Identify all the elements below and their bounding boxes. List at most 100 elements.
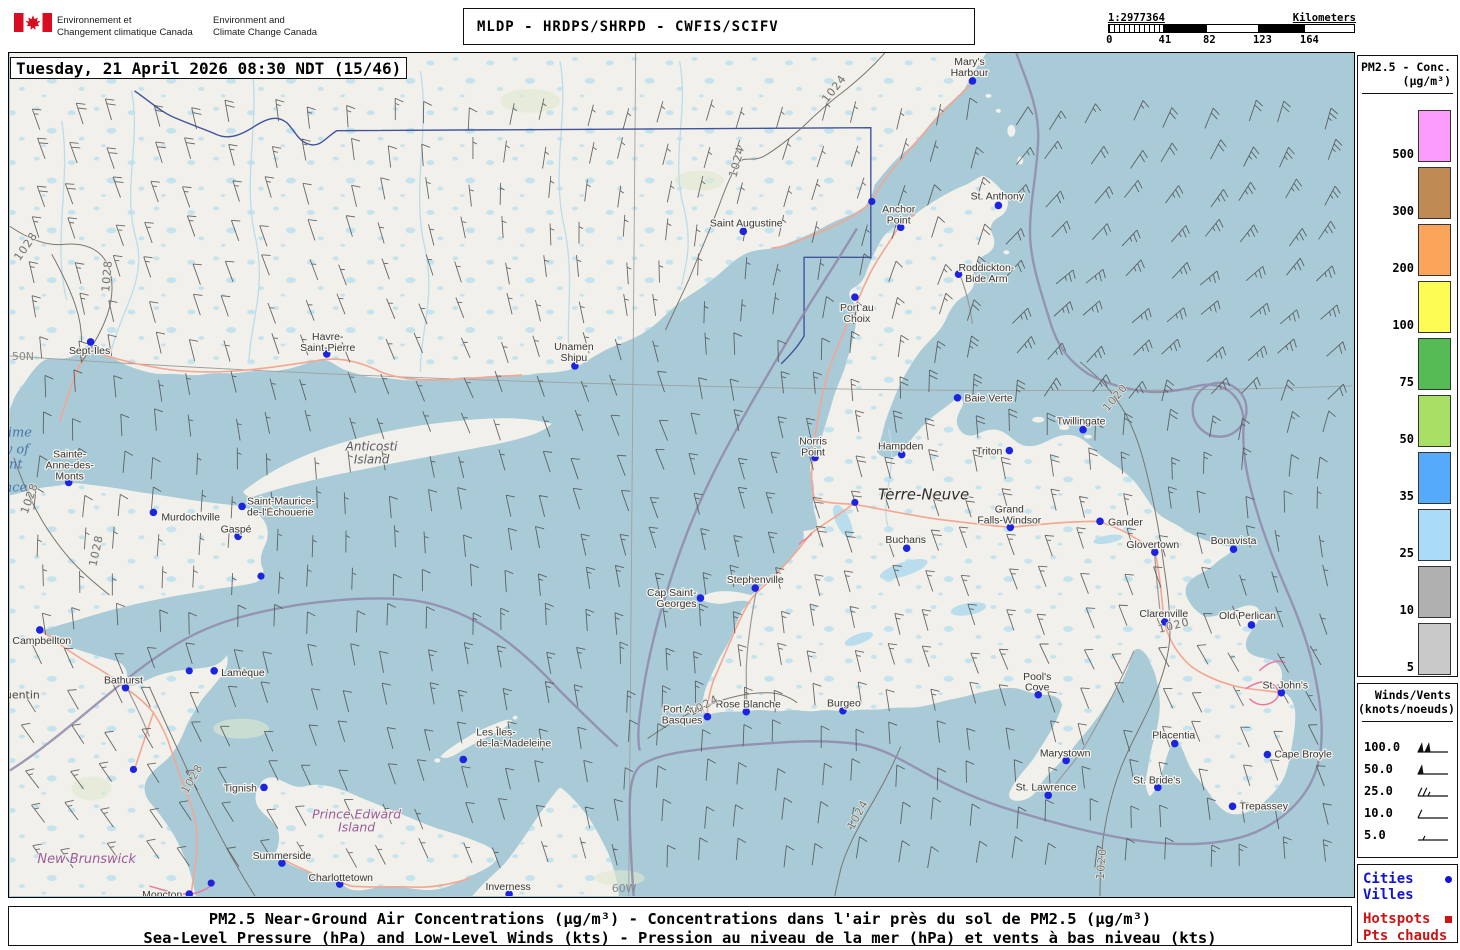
- city-label: Gander: [1108, 517, 1143, 528]
- city-dot: [64, 478, 73, 487]
- wind-speed-value: 50.0: [1364, 761, 1393, 776]
- winds-legend-title-line1: Winds/Vents: [1374, 688, 1451, 702]
- city-label: Cap Saint-: [647, 588, 697, 599]
- city-dot: [839, 706, 847, 715]
- city-marker: St. John's: [1261, 679, 1309, 697]
- city-dot: [149, 508, 158, 517]
- cities-label-en: Cities: [1363, 871, 1414, 887]
- scale-segment: [1258, 25, 1305, 32]
- map-scale: 1:2977364 Kilometers 0 41 82 123 164: [1106, 12, 1356, 46]
- pm25-legend-entry: 10: [1358, 561, 1457, 618]
- city-marker: Rose Blanche: [714, 698, 782, 716]
- city-label: Georges: [656, 599, 696, 610]
- city-dot: [1062, 756, 1070, 765]
- canada-flag-icon: [14, 13, 52, 32]
- pm25-threshold-value: 50: [1399, 432, 1414, 446]
- city-marker: Bonavista: [1209, 535, 1258, 554]
- city-dot: [954, 270, 963, 278]
- city-marker: Murdochville: [149, 508, 221, 525]
- city-marker: Saint Augustine: [709, 217, 784, 236]
- scale-segment: [1206, 25, 1259, 32]
- city-marker: Campbellton: [11, 626, 73, 648]
- city-marker: Havre-Saint-Pierre: [299, 331, 357, 358]
- pm25-color-swatch: [1418, 167, 1451, 219]
- city-label: Shipu: [561, 353, 588, 364]
- city-label: Port au: [840, 303, 874, 314]
- landmasses: [9, 53, 1296, 896]
- city-marker: Marystown: [1039, 747, 1092, 765]
- pm25-legend-title-line2: (µg/m³): [1402, 74, 1451, 89]
- scale-tick: 123: [1252, 34, 1272, 46]
- scale-tick: 41: [1158, 34, 1172, 46]
- pm25-legend-entry: 100: [1358, 276, 1457, 333]
- map-caption: PM2.5 Near-Ground Air Concentrations (µg…: [8, 906, 1352, 947]
- city-label: Havre-: [312, 332, 344, 343]
- city-dot: [234, 532, 242, 541]
- city-label: Anne-des-: [46, 461, 95, 472]
- city-marker: Buchans: [884, 534, 927, 553]
- city-dot: [1006, 523, 1015, 532]
- region-label: Prince Edward: [312, 806, 401, 821]
- city-label: Mary's: [954, 57, 984, 68]
- city-label: Saint-Pierre: [300, 343, 355, 354]
- city-marker: Baie Verte: [953, 393, 1014, 406]
- city-dot: [1154, 783, 1162, 792]
- water-label: nce: [9, 480, 27, 495]
- city-dot: [751, 584, 760, 592]
- city-label: Inverness: [485, 882, 530, 893]
- region-label: Terre-Neuve: [878, 485, 969, 503]
- pm25-color-swatch: [1418, 566, 1451, 618]
- pm25-threshold-value: 35: [1399, 489, 1414, 503]
- city-label: Choix: [844, 314, 871, 325]
- city-label: Les Îles-: [476, 726, 516, 739]
- wind-speed-entry: 100.0: [1358, 736, 1457, 758]
- isobar-value-label: 1028: [99, 259, 115, 292]
- city-label: Campbellton: [12, 636, 71, 647]
- pm25-color-swatch: [1418, 110, 1451, 162]
- city-marker: Stephenville: [726, 574, 785, 592]
- isobar-value-label: 1020: [1094, 847, 1110, 880]
- pm25-color-swatch: [1418, 452, 1451, 504]
- water-label: ime: [9, 426, 32, 441]
- city-label: Falls-Windsor: [977, 515, 1041, 526]
- city-label: Bathurst: [104, 676, 143, 687]
- city-dot: [1034, 690, 1043, 699]
- city-label: Tignish: [224, 783, 257, 794]
- city-label: Harbour: [951, 68, 989, 79]
- pm25-color-swatch: [1418, 338, 1451, 390]
- villes-legend-row: Villes: [1363, 887, 1452, 903]
- city-label: Monts: [55, 471, 83, 482]
- pm25-color-swatch: [1418, 224, 1451, 276]
- city-marker: Cap Saint-Georges: [646, 587, 705, 611]
- pm25-threshold-value: 75: [1399, 375, 1414, 389]
- city-dot: [811, 453, 819, 462]
- city-label: Gaspé: [221, 524, 252, 535]
- city-label: Point: [801, 448, 825, 459]
- pm25-legend-entry: 5: [1358, 618, 1457, 675]
- region-label: Island: [338, 820, 375, 835]
- pm25-legend-entry: 200: [1358, 219, 1457, 276]
- city-marker: Moncton: [141, 889, 194, 896]
- city-marker: Inverness: [484, 881, 532, 896]
- city-marker: Gander: [1096, 516, 1145, 530]
- scale-segment: [1304, 25, 1354, 32]
- city-dot: [505, 890, 513, 896]
- city-label: Placentia: [1152, 731, 1195, 742]
- city-marker: Sept-Îles: [68, 338, 111, 358]
- weather-map: Mary's Harbour St. Anthony Anchor Point Roddi…: [8, 52, 1355, 898]
- wind-barb-icon: [1417, 787, 1448, 797]
- city-dot: [335, 880, 344, 888]
- city-dot: [1228, 802, 1237, 811]
- city-label: Unamen: [554, 342, 594, 353]
- city-dot: [868, 197, 876, 206]
- city-label: Bide Arm: [965, 274, 1008, 285]
- city-dot: [185, 890, 194, 896]
- city-label: Burgeo: [827, 699, 861, 710]
- city-label: St. Anthony: [971, 191, 1025, 202]
- city-label: Stephenville: [727, 575, 784, 586]
- pm25-threshold-value: 100: [1392, 318, 1414, 332]
- city-label: Cape Broyle: [1274, 749, 1332, 760]
